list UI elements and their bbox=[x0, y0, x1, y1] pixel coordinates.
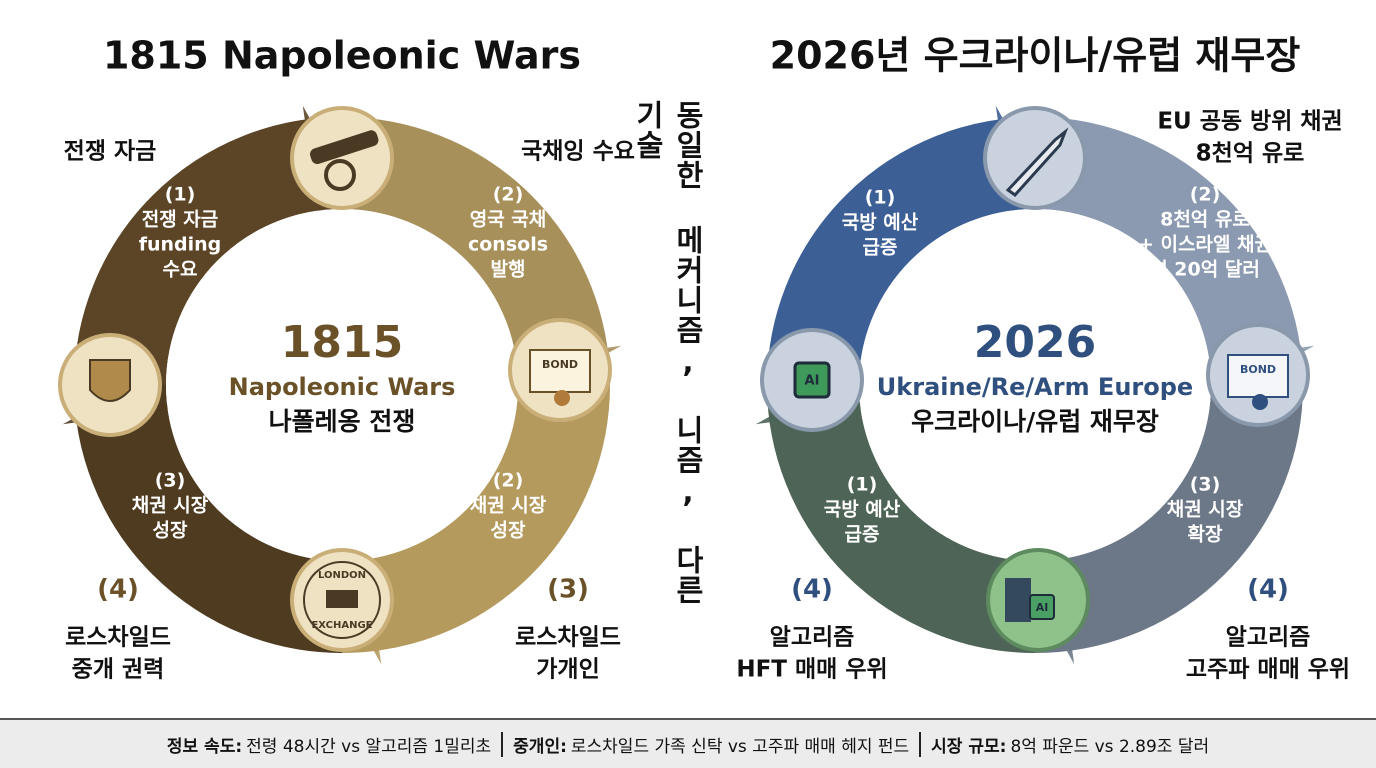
ring-segment bbox=[767, 384, 1036, 653]
footer-label: 시장 규모: bbox=[931, 736, 1007, 757]
server bbox=[1005, 578, 1031, 622]
bond-seal bbox=[554, 390, 570, 406]
segment-label: (3) bbox=[155, 470, 186, 492]
bond-seal bbox=[1252, 394, 1268, 410]
rocket bbox=[1005, 127, 1069, 197]
icon-badge bbox=[983, 106, 1087, 210]
outer-label: 가개인 bbox=[536, 657, 599, 683]
segment-label: 채권 시장 bbox=[132, 495, 209, 517]
chip bbox=[793, 361, 831, 399]
outer-label: 국채잉 수요 bbox=[521, 139, 635, 165]
segment-label: (2) bbox=[1190, 184, 1221, 206]
chip-label: AI bbox=[1036, 601, 1049, 614]
footer-label: 정보 속도: bbox=[166, 736, 243, 757]
footer-text: 전령 48시간 vs 알고리즘 1밀리초 bbox=[246, 736, 492, 757]
outer-label: 알고리즘 bbox=[770, 625, 855, 651]
segment-label: consols bbox=[468, 234, 548, 256]
center-korean: 우크라이나/유럽 재무장 bbox=[911, 407, 1159, 436]
center-english: Ukraine/Re/Arm Europe bbox=[877, 373, 1193, 401]
outer-label: 고주파 매매 우위 bbox=[1186, 657, 1350, 683]
outer-label: 중개 권력 bbox=[72, 657, 165, 683]
cannon-barrel bbox=[310, 130, 379, 165]
center-english: Napoleonic Wars bbox=[229, 373, 456, 401]
footer-item: 시장 규모: 8억 파운드 vs 2.89조 달러 bbox=[919, 731, 1219, 757]
panel-title: 1815 Napoleonic Wars bbox=[103, 34, 581, 78]
cannon-wheel bbox=[324, 159, 356, 191]
segment-label: 확장 bbox=[1188, 523, 1223, 546]
outer-label: 로스차일드 bbox=[65, 625, 171, 651]
chip-label: AI bbox=[805, 374, 820, 389]
segment-label: (1) bbox=[865, 187, 896, 209]
middle-caption: 동일한 메커니즘, 니즘, 다른 기술 bbox=[631, 100, 705, 605]
segment-label: 급증 bbox=[863, 237, 898, 259]
bond-paper bbox=[1227, 354, 1289, 398]
ring-inner bbox=[859, 209, 1211, 561]
step-number: (4) bbox=[1247, 575, 1289, 605]
segment-label: 채권 시장 bbox=[1167, 499, 1244, 521]
step-number: (3) bbox=[547, 575, 589, 605]
outer-label: 8천억 유로 bbox=[1196, 141, 1305, 167]
segment-label: 국방 예산 bbox=[842, 212, 919, 234]
footer-text: 로스차일드 가족 신탁 vs 고주파 매매 헤지 펀드 bbox=[570, 736, 910, 757]
footer: 정보 속도: 전령 48시간 vs 알고리즘 1밀리초 중개인: 로스차일드 가족 신… bbox=[0, 718, 1376, 768]
segment-label: (2) bbox=[493, 470, 524, 492]
exchange-top: LONDON bbox=[318, 570, 366, 581]
exchange-building bbox=[326, 590, 358, 608]
diagram: 1815 Napoleonic Wars 1815 Napoleonic Wars 나… bbox=[58, 34, 1350, 683]
segment-label: 성장 bbox=[153, 520, 188, 542]
segment-label: 연 20억 달러 bbox=[1150, 259, 1260, 281]
segment-label: 발행 bbox=[491, 259, 526, 281]
bond-label: BOND bbox=[1240, 363, 1276, 376]
segment-label: 영국 국채 bbox=[470, 209, 547, 231]
outer-label: 알고리즘 bbox=[1226, 625, 1311, 651]
segment-label: + 이스라엘 채권 bbox=[1138, 234, 1272, 256]
exchange-bottom: EXCHANGE bbox=[311, 620, 372, 631]
segment-label: 전쟁 자금 bbox=[142, 209, 219, 231]
outer-label: EU 공동 방위 채권 bbox=[1157, 109, 1342, 135]
ring-inner bbox=[166, 209, 518, 561]
segment-label: 채권 시장 bbox=[470, 495, 547, 517]
step-number: (4) bbox=[791, 575, 833, 605]
segment-label: (2) bbox=[493, 184, 524, 206]
segment-label: 성장 bbox=[491, 520, 526, 542]
bond-label: BOND bbox=[542, 358, 578, 371]
outer-label: 전쟁 자금 bbox=[64, 139, 157, 165]
center-year: 1815 bbox=[281, 317, 403, 368]
footer-label: 중개인: bbox=[513, 736, 567, 757]
footer-text: 8억 파운드 vs 2.89조 달러 bbox=[1010, 736, 1210, 757]
segment-label: (1) bbox=[165, 184, 196, 206]
bond-paper bbox=[529, 349, 591, 393]
footer-item: 정보 속도: 전령 48시간 vs 알고리즘 1밀리초 bbox=[157, 732, 501, 757]
segment-label: 국방 예산 bbox=[824, 499, 901, 521]
center-korean: 나폴레옹 전쟁 bbox=[269, 407, 416, 436]
footer-item: 중개인: 로스차일드 가족 신탁 vs 고주파 매매 헤지 펀드 bbox=[501, 731, 919, 757]
exchange-ring bbox=[303, 561, 381, 639]
icon-badge bbox=[290, 106, 394, 210]
segment-label: 급증 bbox=[845, 524, 880, 546]
outer-label: HFT 매매 우위 bbox=[736, 657, 887, 683]
center-year: 2026 bbox=[974, 317, 1096, 368]
segment-label: (1) bbox=[847, 474, 878, 496]
segment-label: 수요 bbox=[163, 259, 198, 281]
segment-label: funding bbox=[139, 234, 222, 256]
outer-label: 로스차일드 bbox=[515, 625, 621, 651]
segment-label: 8천억 유로 bbox=[1160, 209, 1250, 231]
step-number: (4) bbox=[97, 575, 139, 605]
crest bbox=[89, 359, 131, 402]
chip bbox=[1029, 594, 1055, 620]
segment-label: (3) bbox=[1190, 474, 1221, 496]
panel-title: 2026년 우크라이나/유럽 재무장 bbox=[770, 34, 1301, 78]
